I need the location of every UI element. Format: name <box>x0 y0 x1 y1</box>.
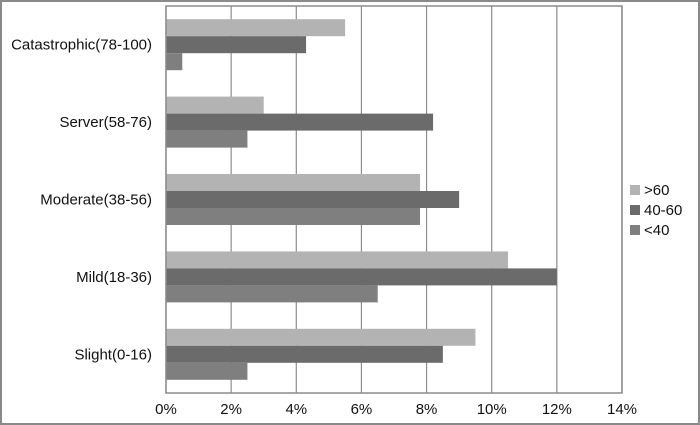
bar <box>166 53 183 71</box>
bar <box>166 362 248 380</box>
bar <box>166 268 557 286</box>
category-label: Slight(0-16) <box>74 346 152 363</box>
bar <box>166 19 346 37</box>
plot-frame <box>165 5 623 394</box>
category-label: Catastrophic(78-100) <box>11 37 152 54</box>
x-tick-label: 8% <box>416 401 438 418</box>
x-axis-ticks: 0% 2% 4% 6% 8% 10% 12% 14% <box>155 401 637 418</box>
x-tick-label: 14% <box>607 401 637 418</box>
legend-label: >60 <box>644 182 669 199</box>
category-label: Moderate(38-56) <box>40 192 152 209</box>
bar <box>166 251 508 269</box>
legend-label: 40-60 <box>644 202 682 219</box>
x-tick-label: 2% <box>220 401 242 418</box>
bar <box>166 328 476 346</box>
category-label: Server(58-76) <box>59 114 152 131</box>
x-tick-label: 6% <box>351 401 373 418</box>
bar <box>166 345 443 363</box>
legend-swatch <box>630 205 640 215</box>
bar <box>166 36 307 54</box>
legend-label: <40 <box>644 222 669 239</box>
legend-swatch <box>630 185 640 195</box>
x-tick-label: 0% <box>155 401 177 418</box>
x-tick-label: 4% <box>285 401 307 418</box>
bars <box>166 19 557 380</box>
bar <box>166 96 264 114</box>
y-axis-categories: Catastrophic(78-100) Server(58-76) Moderat… <box>11 37 152 364</box>
bar <box>166 174 421 191</box>
plot-area-border <box>165 5 623 394</box>
category-label: Mild(18-36) <box>76 269 152 286</box>
bar <box>166 191 460 208</box>
bar <box>166 285 378 303</box>
bar <box>166 113 434 131</box>
x-tick-label: 12% <box>542 401 572 418</box>
bar <box>166 208 421 225</box>
legend-swatch <box>630 225 640 235</box>
legend: >60 40-60 <40 <box>630 182 682 239</box>
x-tick-label: 10% <box>477 401 507 418</box>
bar <box>166 130 248 148</box>
